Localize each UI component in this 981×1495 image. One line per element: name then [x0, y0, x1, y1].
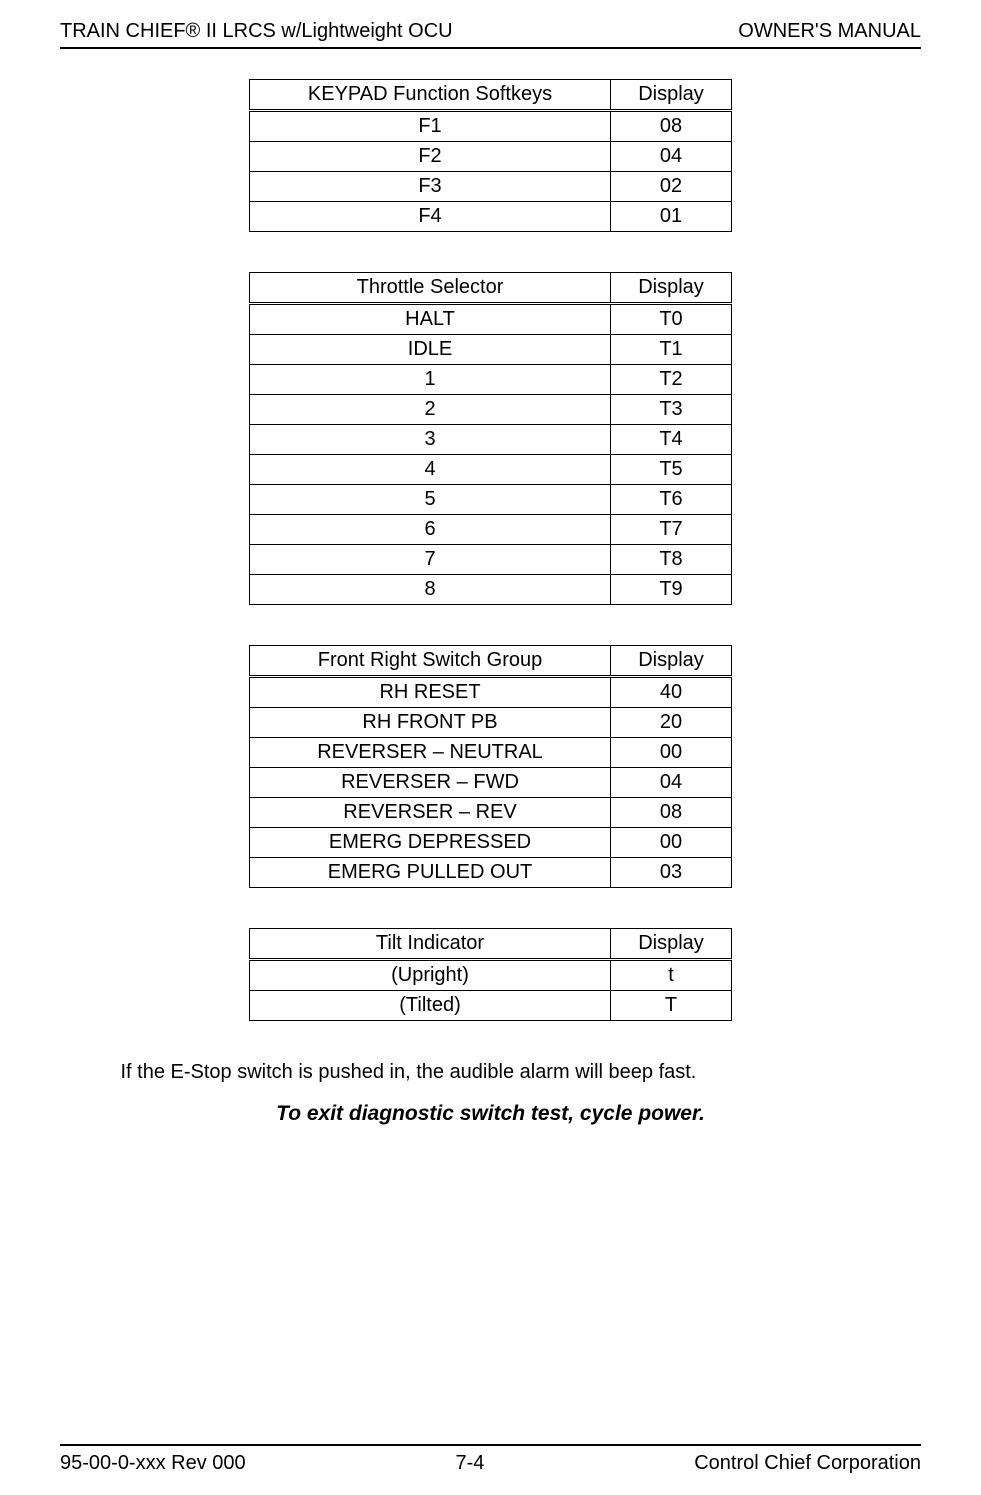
exit-instruction: To exit diagnostic switch test, cycle po… [60, 1102, 921, 1126]
cell-label: 1 [250, 365, 611, 395]
table-row: 2T3 [250, 395, 732, 425]
table-row: 3T4 [250, 425, 732, 455]
table-row: 5T6 [250, 485, 732, 515]
front-right-header-label: Front Right Switch Group [250, 646, 611, 677]
front-right-header-display: Display [611, 646, 732, 677]
cell-display: 04 [611, 142, 732, 172]
cell-label: F3 [250, 172, 611, 202]
cell-display: 00 [611, 828, 732, 858]
cell-display: T1 [611, 335, 732, 365]
throttle-header-display: Display [611, 273, 732, 304]
page-header: TRAIN CHIEF® II LRCS w/Lightweight OCU O… [60, 20, 921, 43]
cell-label: F1 [250, 111, 611, 142]
table-row: 8T9 [250, 575, 732, 605]
table-row: F108 [250, 111, 732, 142]
front-right-switch-table: Front Right Switch Group Display RH RESE… [249, 645, 732, 888]
footer-left: 95-00-0-xxx Rev 000 [60, 1452, 246, 1475]
table-row: F401 [250, 202, 732, 232]
cell-label: F2 [250, 142, 611, 172]
throttle-header-label: Throttle Selector [250, 273, 611, 304]
cell-display: T3 [611, 395, 732, 425]
cell-display: t [611, 960, 732, 991]
cell-display: T7 [611, 515, 732, 545]
tilt-header-display: Display [611, 929, 732, 960]
cell-label: (Upright) [250, 960, 611, 991]
table-row: F302 [250, 172, 732, 202]
cell-label: 6 [250, 515, 611, 545]
cell-label: 8 [250, 575, 611, 605]
table-row: 6T7 [250, 515, 732, 545]
cell-label: RH FRONT PB [250, 708, 611, 738]
tilt-header-label: Tilt Indicator [250, 929, 611, 960]
cell-display: 08 [611, 798, 732, 828]
cell-display: T5 [611, 455, 732, 485]
cell-display: 03 [611, 858, 732, 888]
table-row: HALTT0 [250, 304, 732, 335]
cell-label: HALT [250, 304, 611, 335]
cell-display: 08 [611, 111, 732, 142]
cell-display: T0 [611, 304, 732, 335]
cell-label: F4 [250, 202, 611, 232]
table-row: 1T2 [250, 365, 732, 395]
throttle-table: Throttle Selector Display HALTT0 IDLET1 … [249, 272, 732, 605]
cell-display: 20 [611, 708, 732, 738]
table-row: EMERG PULLED OUT03 [250, 858, 732, 888]
cell-label: EMERG PULLED OUT [250, 858, 611, 888]
keypad-header-label: KEYPAD Function Softkeys [250, 80, 611, 111]
header-right: OWNER'S MANUAL [738, 20, 921, 43]
cell-display: 01 [611, 202, 732, 232]
cell-display: T6 [611, 485, 732, 515]
cell-label: 5 [250, 485, 611, 515]
cell-display: T2 [611, 365, 732, 395]
table-row: (Upright)t [250, 960, 732, 991]
cell-label: IDLE [250, 335, 611, 365]
table-row: REVERSER – REV08 [250, 798, 732, 828]
cell-label: 2 [250, 395, 611, 425]
cell-label: REVERSER – REV [250, 798, 611, 828]
cell-display: T9 [611, 575, 732, 605]
cell-display: 04 [611, 768, 732, 798]
page-footer: 95-00-0-xxx Rev 000 7-4 Control Chief Co… [60, 1452, 921, 1475]
cell-display: 40 [611, 677, 732, 708]
cell-display: T8 [611, 545, 732, 575]
cell-display: T [611, 991, 732, 1021]
cell-label: RH RESET [250, 677, 611, 708]
cell-label: EMERG DEPRESSED [250, 828, 611, 858]
table-row: (Tilted)T [250, 991, 732, 1021]
header-rule [60, 47, 921, 49]
cell-display: 00 [611, 738, 732, 768]
table-row: 4T5 [250, 455, 732, 485]
table-row: EMERG DEPRESSED00 [250, 828, 732, 858]
cell-display: 02 [611, 172, 732, 202]
keypad-table: KEYPAD Function Softkeys Display F108 F2… [249, 79, 732, 232]
cell-label: (Tilted) [250, 991, 611, 1021]
table-row: RH FRONT PB20 [250, 708, 732, 738]
cell-label: REVERSER – FWD [250, 768, 611, 798]
cell-label: 3 [250, 425, 611, 455]
estop-note: If the E-Stop switch is pushed in, the a… [121, 1061, 861, 1084]
cell-label: 4 [250, 455, 611, 485]
table-row: IDLET1 [250, 335, 732, 365]
header-left: TRAIN CHIEF® II LRCS w/Lightweight OCU [60, 20, 453, 43]
cell-label: 7 [250, 545, 611, 575]
tilt-indicator-table: Tilt Indicator Display (Upright)t (Tilte… [249, 928, 732, 1021]
table-row: REVERSER – NEUTRAL00 [250, 738, 732, 768]
table-row: F204 [250, 142, 732, 172]
footer-rule [60, 1444, 921, 1446]
cell-display: T4 [611, 425, 732, 455]
table-row: REVERSER – FWD04 [250, 768, 732, 798]
cell-label: REVERSER – NEUTRAL [250, 738, 611, 768]
table-row: RH RESET40 [250, 677, 732, 708]
footer-right: Control Chief Corporation [694, 1452, 921, 1475]
footer-center: 7-4 [455, 1452, 484, 1475]
keypad-header-display: Display [611, 80, 732, 111]
table-row: 7T8 [250, 545, 732, 575]
